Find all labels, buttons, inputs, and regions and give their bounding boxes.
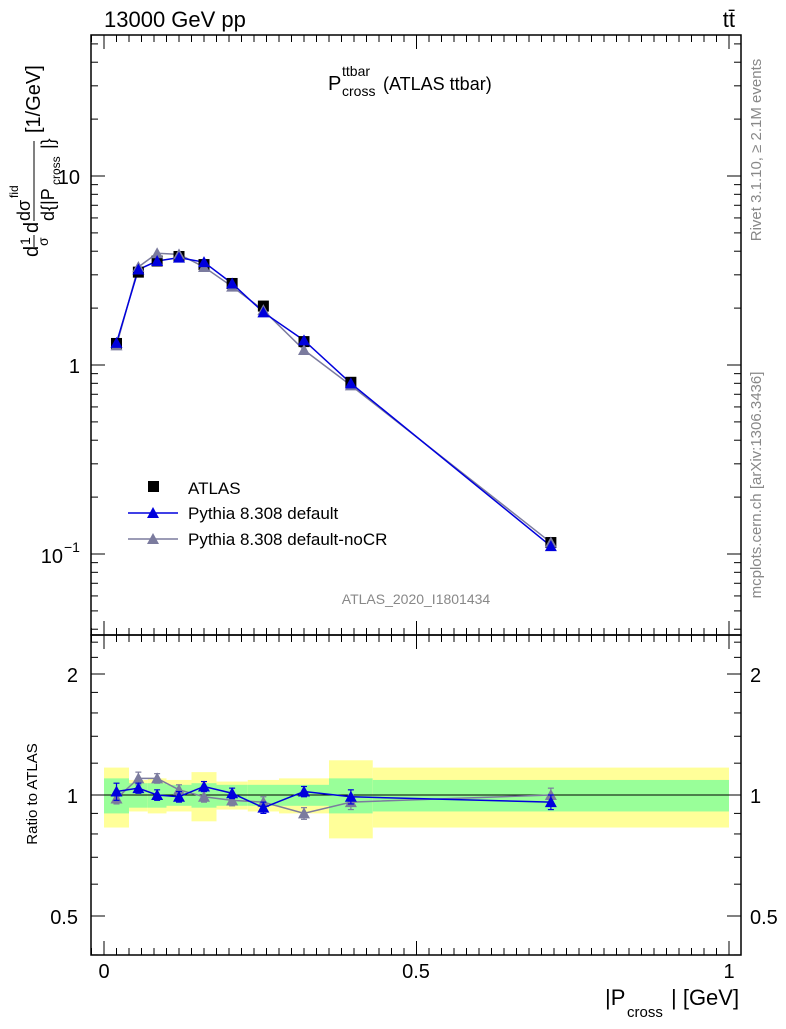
main-ytick-label-0.1-exp: −1 (64, 539, 80, 555)
mc-data-point (298, 344, 310, 356)
main-ytick-label-1: 1 (69, 356, 80, 378)
mcplots-label: mcplots.cern.ch [arXiv:1306.3436] (748, 372, 765, 599)
x-axis-label: |P cross | [GeV] (605, 985, 739, 1021)
ratio-data-point (226, 794, 239, 806)
ratio-panel (91, 635, 741, 956)
process-label: tt̄ (723, 7, 735, 32)
ratio-ytick-label-2: 2 (67, 665, 78, 687)
ylabel-dsigma: dσ (14, 200, 34, 221)
mc-data-point (544, 540, 557, 552)
ratio-data-point (151, 789, 164, 800)
mc-data-point (298, 334, 310, 346)
ylabel-den-sub: cross (49, 156, 63, 185)
mc-data-point (344, 377, 357, 389)
xlabel-main: |P (605, 985, 625, 1010)
legend: ATLAS Pythia 8.308 default Pythia 8.308 … (128, 479, 387, 549)
mc-data-point (132, 263, 145, 275)
ratio-data-point (151, 772, 164, 784)
plot-title-sup: ttbar (342, 63, 370, 79)
mc-data-point (226, 277, 239, 289)
ratio-ytick-label-0.5: 0.5 (50, 907, 78, 929)
ylabel-d2: d (21, 222, 43, 233)
main-ytick-label-0.1: 10 (41, 546, 63, 568)
main-ytick-label-10: 10 (58, 167, 80, 189)
legend-marker-atlas (148, 481, 159, 492)
ratio-data-point (110, 785, 123, 797)
ratio-data-point (198, 780, 210, 792)
ylabel-den: d{|P (38, 188, 58, 221)
xlabel-sub: cross (627, 1004, 663, 1021)
ratio-data-point (298, 807, 310, 819)
legend-label-nocr: Pythia 8.308 default-noCR (188, 530, 387, 549)
ylabel-den-end: |} (38, 138, 58, 149)
xtick-label-0.5: 0.5 (402, 961, 430, 983)
xtick-label-1: 1 (723, 961, 734, 983)
ratio-data-point (298, 785, 310, 797)
ratio-panel-frame (90, 634, 742, 956)
analysis-id: ATLAS_2020_I1801434 (342, 591, 491, 607)
plot-title: P ttbar cross (ATLAS ttbar) (328, 63, 492, 99)
ratio-series-line (115, 777, 551, 815)
ratio-ytick-label-1: 1 (67, 786, 78, 808)
ylabel-one: 1 (17, 237, 33, 245)
ratio-ytick-label-2-right: 2 (750, 665, 761, 687)
ratio-data-point (132, 772, 145, 784)
main-series-line (115, 252, 552, 544)
ratio-ylabel: Ratio to ATLAS (24, 743, 41, 844)
main-series-line (115, 256, 552, 547)
plot-title-suffix: (ATLAS ttbar) (383, 74, 492, 94)
ratio-series-line (116, 785, 551, 809)
ratio-data-point (132, 782, 145, 794)
mc-data-point (257, 306, 270, 318)
plot-title-sub: cross (342, 83, 375, 99)
ylabel-unit: [1/GeV] (23, 65, 45, 133)
xlabel-end: | [GeV] (671, 985, 739, 1010)
mc-data-point (173, 251, 185, 263)
ratio-ytick-label-0.5-right: 0.5 (750, 907, 778, 929)
mc-data-point (198, 256, 210, 268)
mc-data-point (151, 247, 164, 259)
ratio-data-point (257, 801, 270, 813)
ratio-data-point (226, 787, 239, 799)
main-ylabel: d 1 σ d dσ fid d{|P cross |} [1/GeV] (7, 65, 63, 257)
mc-data-point (151, 255, 164, 267)
rivet-label: Rivet 3.1.10, ≥ 2.1M events (748, 59, 765, 242)
legend-label-atlas: ATLAS (188, 479, 241, 498)
xtick-label-0: 0 (98, 961, 109, 983)
svg-text:P: P (328, 73, 341, 95)
plot-title-main: P (328, 73, 341, 95)
legend-marker-nocr (147, 533, 159, 544)
ratio-data-point (173, 790, 185, 802)
ylabel-sigma: σ (35, 237, 51, 246)
legend-marker-default (147, 507, 159, 518)
ylabel-d1: d (21, 246, 43, 257)
ratio-data-point (544, 796, 557, 808)
ratio-ytick-label-1-right: 1 (750, 786, 761, 808)
energy-label: 13000 GeV pp (104, 7, 246, 32)
legend-label-default: Pythia 8.308 default (188, 504, 339, 523)
ratio-data-point (198, 790, 210, 802)
ratio-data-point (344, 790, 357, 802)
mc-data-point (110, 336, 123, 348)
ylabel-fid: fid (7, 185, 21, 198)
main-panel (91, 35, 741, 635)
